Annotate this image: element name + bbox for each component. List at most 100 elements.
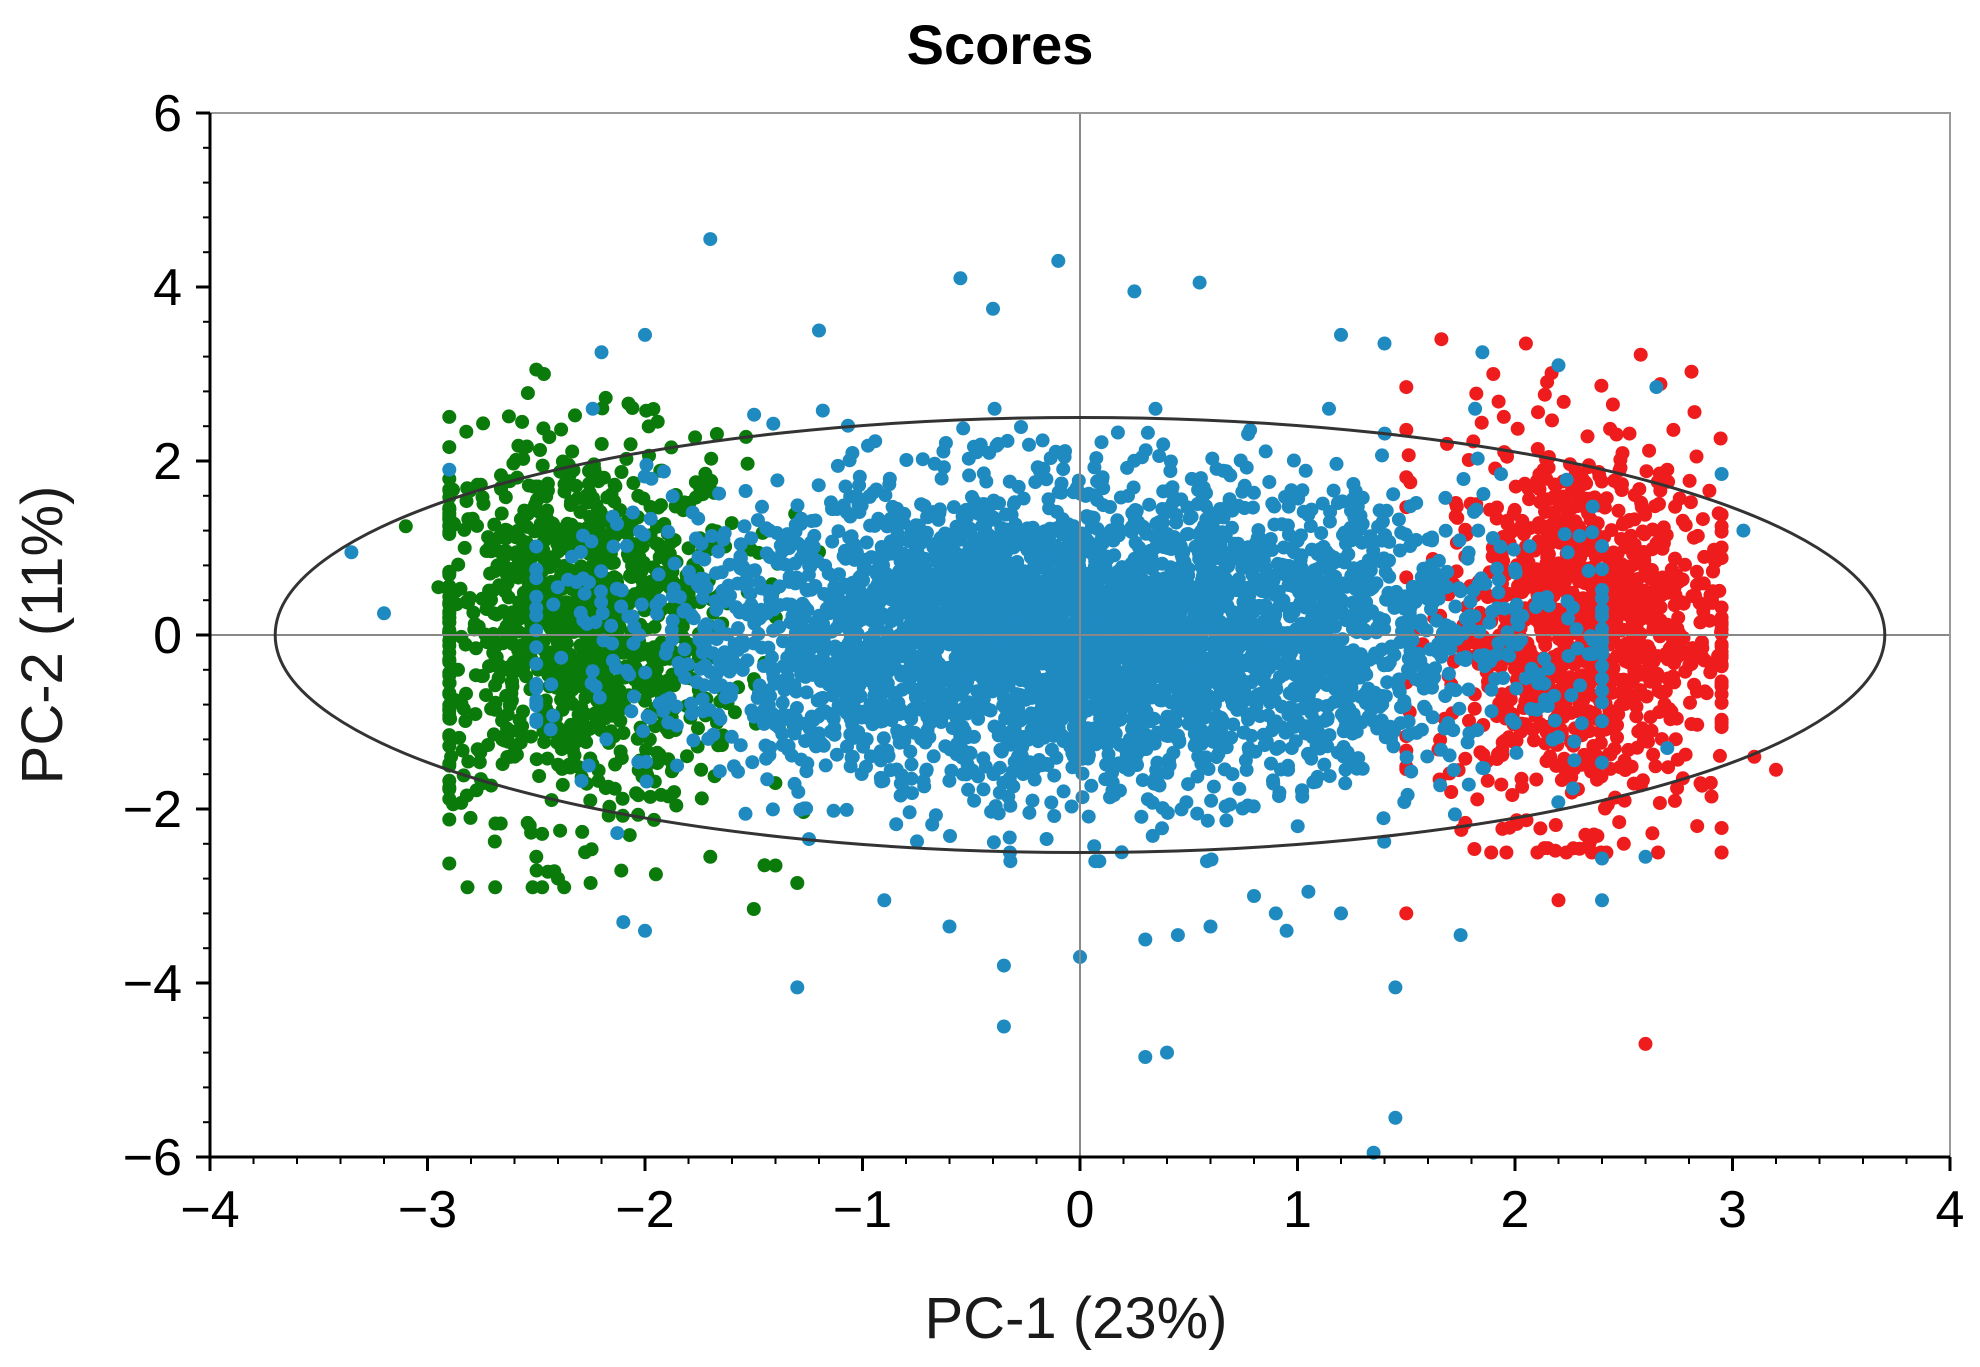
data-point [1595,755,1609,770]
data-point [609,571,624,586]
data-point [553,823,568,838]
data-point [488,702,503,717]
data-point [516,704,530,719]
data-point [442,638,457,653]
data-point [1392,684,1407,699]
data-point [1569,622,1584,637]
data-point [1089,451,1104,466]
data-point [529,640,544,655]
data-point [1594,378,1609,393]
data-point [487,517,502,532]
data-point [540,607,555,622]
data-point [1362,652,1377,667]
data-point [520,506,535,521]
data-point [1646,583,1661,598]
data-point [1687,405,1702,420]
data-point [476,416,491,431]
data-point [1516,527,1531,542]
data-point [552,661,567,676]
data-point [625,505,640,520]
data-point [544,677,559,692]
data-point [1667,793,1682,808]
data-point [531,504,546,519]
data-point [1317,757,1332,772]
data-point [1500,449,1514,464]
data-point [1438,490,1453,505]
data-point [987,401,1002,416]
data-point [943,829,957,843]
data-point [1556,394,1571,409]
data-point [442,482,457,497]
data-point [1579,476,1594,491]
data-point [554,422,569,437]
data-point [1615,446,1630,461]
data-point [746,902,761,916]
data-point [976,782,991,797]
data-point [1633,347,1648,362]
data-point [648,867,663,882]
data-point [738,806,753,821]
data-point [1035,433,1050,448]
data-point [1552,558,1566,573]
data-point [614,465,629,479]
data-point [1378,528,1393,543]
data-point [461,754,476,769]
data-point [1393,543,1407,558]
data-point [1651,683,1666,698]
data-point [1549,758,1564,773]
data-point [1626,776,1641,791]
data-point [565,444,580,459]
data-point [1639,662,1654,677]
data-point [1610,730,1624,745]
data-point [1510,421,1525,436]
data-point [743,586,758,601]
data-point [1585,499,1600,514]
data-point [1134,809,1149,824]
data-point [915,452,930,467]
data-point [967,793,982,808]
data-point [1243,423,1258,438]
data-point [1069,480,1084,495]
data-point [649,662,664,676]
data-point [656,464,671,479]
data-point [1594,769,1609,784]
data-point [1476,487,1491,501]
data-point [1458,522,1473,537]
data-point [1425,530,1439,545]
data-point [1155,821,1169,836]
data-point [1380,675,1395,690]
data-point [505,637,520,651]
data-point [1184,509,1199,524]
data-point [646,647,661,662]
data-point [681,541,696,556]
data-point [535,880,550,895]
data-point [637,693,652,708]
data-point [1584,845,1599,860]
data-point [631,488,646,503]
data-point [486,583,501,598]
data-point [755,499,769,514]
data-point [1219,813,1234,828]
data-point [1663,584,1678,599]
data-point [1616,836,1631,851]
data-point [554,650,569,665]
data-point [506,547,521,562]
data-point [501,590,516,605]
data-point [1639,464,1654,479]
data-point [1064,799,1079,814]
data-point [680,749,694,764]
data-point [917,779,932,794]
data-point [1298,463,1313,478]
data-point [1428,661,1443,676]
data-point [1714,845,1729,860]
data-point [1467,701,1482,716]
data-point [1148,401,1163,416]
data-point [790,876,805,890]
data-point [1698,653,1713,668]
data-point [1281,758,1295,773]
data-point [442,582,457,597]
data-point [1675,513,1690,528]
data-point [1404,764,1419,779]
data-point [1521,649,1535,664]
data-point [1574,545,1589,559]
